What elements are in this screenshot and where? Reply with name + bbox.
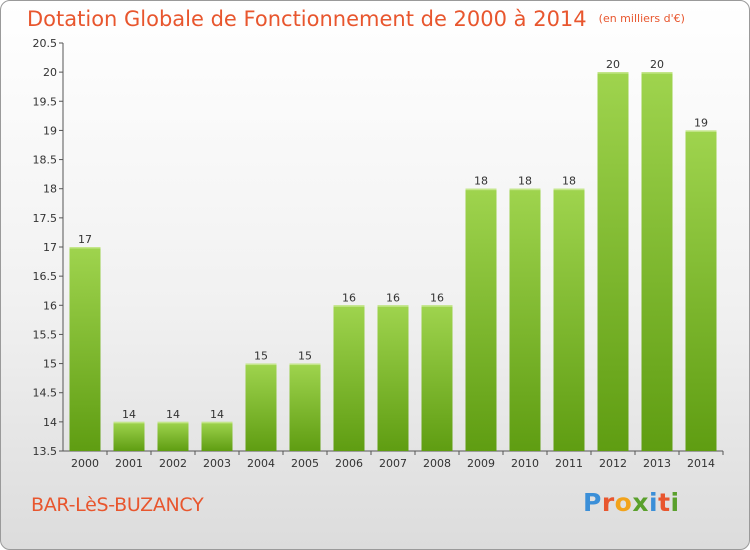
bar-top-edge (509, 188, 541, 191)
data-label: 18 (518, 175, 532, 188)
y-tick-label: 19.5 (33, 95, 58, 108)
x-tick-label: 2008 (423, 457, 451, 470)
data-label: 17 (78, 233, 92, 246)
y-tick-label: 13.5 (33, 445, 58, 458)
data-label: 14 (122, 408, 136, 421)
title-row: Dotation Globale de Fonctionnement de 20… (27, 7, 685, 31)
data-label: 18 (562, 175, 576, 188)
data-label: 16 (430, 291, 444, 304)
x-tick-label: 2001 (115, 457, 143, 470)
x-tick-label: 2014 (687, 457, 715, 470)
data-label: 15 (298, 350, 312, 363)
y-tick-label: 16 (43, 299, 57, 312)
bar-top-edge (289, 363, 321, 366)
y-tick-label: 17 (43, 241, 57, 254)
y-tick-label: 17.5 (33, 212, 58, 225)
x-tick-label: 2010 (511, 457, 539, 470)
y-tick-label: 15.5 (33, 328, 58, 341)
data-label: 15 (254, 350, 268, 363)
data-label: 16 (342, 291, 356, 304)
bar-2005 (289, 363, 321, 451)
bar-2000 (69, 247, 101, 451)
chart-axes: 13.5 14 14.5 15 15.5 16 16.5 17 17.5 18 18.5 19 19.5… (33, 37, 724, 458)
x-tick-label: 2003 (203, 457, 231, 470)
bar-top-edge (641, 72, 673, 74)
x-tick-label: 2011 (555, 457, 583, 470)
y-tick-label: 14.5 (33, 387, 58, 400)
bar-2002 (157, 421, 189, 451)
y-tick-label: 16.5 (33, 270, 58, 283)
chart-data-labels: 2000 17 2001 14 2002 14 2003 14 2004 15 2005 15 2006… (71, 58, 715, 470)
logo-letter: i (649, 488, 659, 517)
y-tick-label: 18 (43, 183, 57, 196)
logo-letter: i (670, 488, 680, 517)
logo-letter: x (632, 488, 649, 517)
chart-bars (69, 72, 717, 452)
x-tick-label: 2005 (291, 457, 319, 470)
bar-2014 (685, 130, 717, 451)
bar-2001 (113, 421, 145, 451)
y-tick-label: 18.5 (33, 154, 58, 167)
data-label: 19 (694, 116, 708, 129)
bar-top-edge (597, 72, 629, 74)
x-tick-label: 2009 (467, 457, 495, 470)
bar-top-edge (113, 421, 145, 424)
bar-top-edge (553, 188, 585, 191)
y-tick-label: 15 (43, 358, 57, 371)
bar-top-edge (465, 188, 497, 191)
bar-2003 (201, 421, 233, 451)
data-label: 14 (210, 408, 224, 421)
bar-2012 (597, 72, 629, 452)
y-tick-label: 20.5 (33, 37, 58, 50)
bar-2007 (377, 305, 409, 451)
chart-subtitle: (en milliers d'€) (598, 12, 685, 25)
bar-2009 (465, 188, 497, 451)
x-tick-label: 2004 (247, 457, 275, 470)
logo-letter: P (583, 488, 602, 517)
bar-top-edge (69, 247, 101, 249)
bar-2013 (641, 72, 673, 452)
logo-letter: o (614, 488, 633, 517)
y-tick-label: 14 (43, 416, 57, 429)
bar-top-edge (685, 130, 717, 132)
x-tick-label: 2000 (71, 457, 99, 470)
x-tick-label: 2012 (599, 457, 627, 470)
bar-top-edge (377, 305, 409, 307)
y-tick-label: 19 (43, 124, 57, 137)
data-label: 18 (474, 175, 488, 188)
proxiti-logo: Proxiti (583, 488, 680, 517)
bar-2010 (509, 188, 541, 451)
bar-top-edge (333, 305, 365, 307)
data-label: 20 (650, 58, 664, 71)
x-tick-label: 2006 (335, 457, 363, 470)
data-label: 14 (166, 408, 180, 421)
bar-top-edge (421, 305, 453, 307)
data-label: 16 (386, 291, 400, 304)
bar-2006 (333, 305, 365, 451)
bar-top-edge (245, 363, 277, 366)
bar-2008 (421, 305, 453, 451)
bar-2004 (245, 363, 277, 451)
logo-letter: r (601, 488, 615, 517)
commune-name: BAR-LèS-BUZANCY (31, 494, 204, 516)
y-tick-label: 20 (43, 66, 57, 79)
logo-letter: t (658, 488, 671, 517)
x-tick-label: 2002 (159, 457, 187, 470)
bar-top-edge (201, 421, 233, 424)
x-tick-label: 2007 (379, 457, 407, 470)
chart-title: Dotation Globale de Fonctionnement de 20… (27, 7, 587, 31)
x-tick-label: 2013 (643, 457, 671, 470)
bar-2011 (553, 188, 585, 451)
data-label: 20 (606, 58, 620, 71)
bar-top-edge (157, 421, 189, 424)
